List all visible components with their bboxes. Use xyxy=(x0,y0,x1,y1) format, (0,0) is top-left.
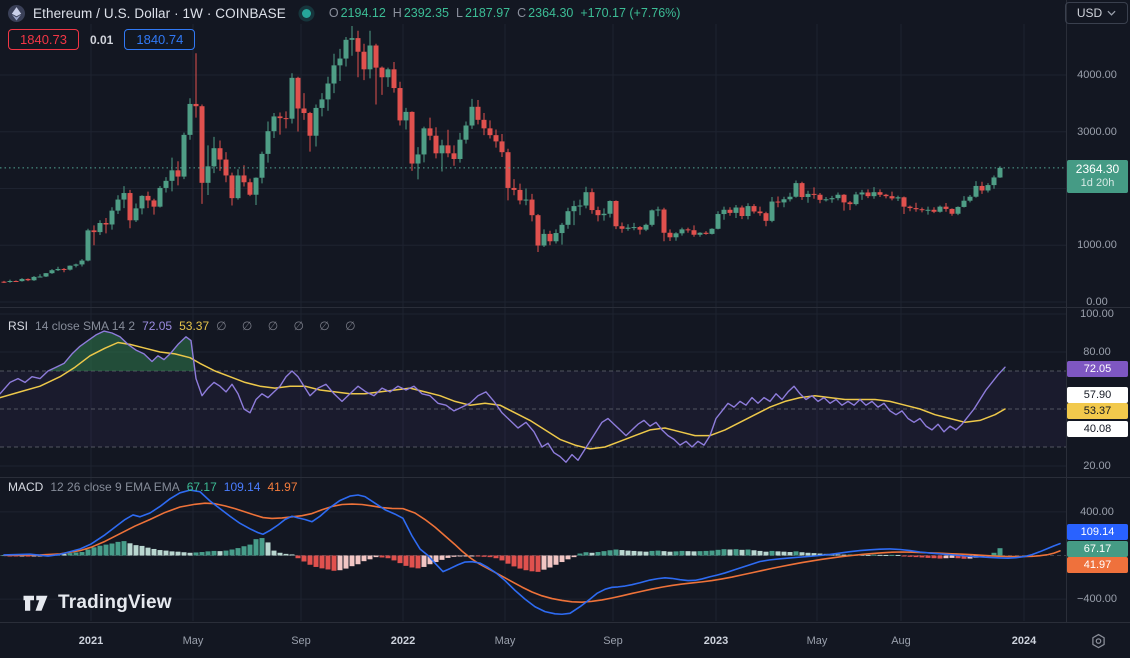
spread-value: 0.01 xyxy=(90,32,114,47)
current-price-value: 2364.30 xyxy=(1075,161,1120,176)
rsi-axis-label: 80.00 xyxy=(1083,346,1111,358)
low-label: L xyxy=(456,6,463,20)
time-tick-2022: 2022 xyxy=(390,635,416,647)
macd-hist-value: 67.17 xyxy=(186,480,217,494)
macd-params: 12 26 close 9 EMA EMA xyxy=(50,480,180,494)
ohlc-values: O 2194.12 H 2392.35 L 2187.97 C 2364.30 +170… xyxy=(329,6,681,20)
time-tick-Sep: Sep xyxy=(603,635,623,647)
time-tick-2021: 2021 xyxy=(78,635,104,647)
rsi-axis-badge: 72.05 xyxy=(1067,361,1128,377)
macd-axis-label: −400.00 xyxy=(1076,593,1118,606)
rsi-axis-badge: 40.08 xyxy=(1067,421,1128,437)
tradingview-logo-text: TradingView xyxy=(58,591,172,613)
market-status-icon[interactable] xyxy=(301,8,311,18)
time-tick-May: May xyxy=(182,635,204,647)
time-scale[interactable]: 2021 May Sep 2022 May Sep 2023 May Aug 2024 xyxy=(0,622,1130,658)
macd-title: MACD xyxy=(8,480,44,494)
low-value: 2187.97 xyxy=(464,6,511,20)
macd-line-value: 109.14 xyxy=(223,480,261,494)
ask-button[interactable]: 1840.74 xyxy=(124,29,196,50)
currency-dropdown[interactable]: USD xyxy=(1065,2,1128,24)
high-value: 2392.35 xyxy=(403,6,449,20)
bid-ask-row: 1840.73 0.01 1840.74 xyxy=(8,29,196,50)
macd-pane-header[interactable]: MACD 12 26 close 9 EMA EMA 67.17 109.14 … xyxy=(8,480,298,494)
time-tick-2023: 2023 xyxy=(703,635,729,647)
time-tick-2024: 2024 xyxy=(1011,635,1037,647)
macd-axis-badge: 41.97 xyxy=(1067,557,1128,573)
macd-signal-value: 41.97 xyxy=(267,480,298,494)
close-value: 2364.30 xyxy=(528,6,574,20)
time-tick-May: May xyxy=(494,635,516,647)
open-label: O xyxy=(328,6,339,20)
current-price-badge: 2364.30 1d 20h xyxy=(1067,159,1128,193)
rsi-axis-badge: 57.90 xyxy=(1067,387,1128,403)
currency-label: USD xyxy=(1076,6,1103,20)
change-value: +170.17 (+7.76%) xyxy=(580,6,681,20)
price-axis-label: 0.00 xyxy=(1086,296,1108,308)
tradingview-logo[interactable]: TradingView xyxy=(22,591,172,614)
price-axis-label: 3000.00 xyxy=(1077,125,1117,138)
rsi-title: RSI xyxy=(8,319,29,333)
macd-axis-badge: 109.14 xyxy=(1067,524,1128,540)
tradingview-mark-icon xyxy=(23,595,48,611)
rsi-empty-values: ∅ ∅ ∅ ∅ ∅ ∅ xyxy=(216,319,362,333)
rsi-sma-value: 53.37 xyxy=(179,319,210,333)
rsi-axis-badge: 53.37 xyxy=(1067,403,1128,419)
rsi-value: 72.05 xyxy=(142,319,173,333)
ethereum-logo-icon xyxy=(8,4,25,22)
bar-countdown: 1d 20h xyxy=(1080,176,1115,189)
macd-axis-label: 400.00 xyxy=(1080,505,1114,518)
macd-axis-badge: 67.17 xyxy=(1067,541,1128,557)
rsi-params: 14 close SMA 14 2 xyxy=(35,319,136,333)
rsi-pane-header[interactable]: RSI 14 close SMA 14 2 72.05 53.37 ∅ ∅ ∅ … xyxy=(8,319,362,333)
rsi-axis-label: 100.00 xyxy=(1080,308,1114,320)
price-axis-label: 4000.00 xyxy=(1077,69,1117,81)
bid-button[interactable]: 1840.73 xyxy=(8,29,79,50)
open-value: 2194.12 xyxy=(340,6,386,20)
rsi-axis-label: 20.00 xyxy=(1083,460,1111,472)
time-tick-Sep: Sep xyxy=(291,635,311,647)
symbol-header: Ethereum / U.S. Dollar · 1W · COINBASE O… xyxy=(8,3,680,23)
price-axis-label: 1000.00 xyxy=(1077,239,1117,252)
time-tick-Aug: Aug xyxy=(891,635,911,647)
close-label: C xyxy=(517,6,527,20)
timezone-settings-icon[interactable] xyxy=(1088,631,1108,651)
time-tick-May: May xyxy=(806,635,828,647)
symbol-title[interactable]: Ethereum / U.S. Dollar · 1W · COINBASE xyxy=(33,5,286,21)
chevron-down-icon xyxy=(1107,10,1116,16)
high-label: H xyxy=(392,6,402,20)
